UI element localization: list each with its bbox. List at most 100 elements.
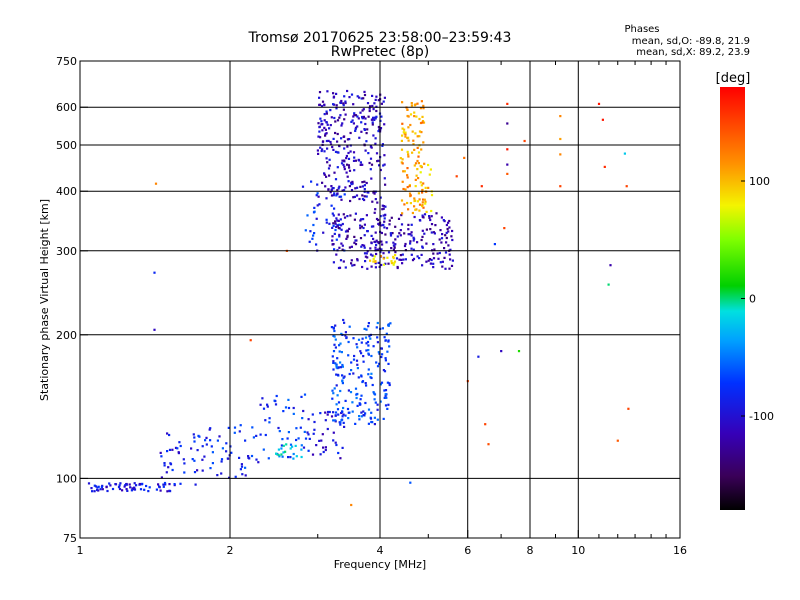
data-point [343, 147, 346, 150]
data-point [171, 468, 174, 472]
data-point [440, 216, 443, 219]
data-point [387, 262, 390, 265]
data-point [384, 394, 387, 397]
data-point [313, 206, 316, 209]
data-point [196, 469, 199, 472]
data-point [393, 260, 397, 263]
data-point [384, 183, 387, 186]
data-point [447, 230, 450, 233]
data-point [389, 232, 392, 235]
data-point [359, 219, 362, 222]
data-point [338, 233, 341, 236]
data-point [413, 115, 416, 118]
data-point [319, 117, 322, 120]
data-point [378, 223, 381, 226]
data-point [351, 401, 354, 404]
data-point [413, 148, 416, 151]
data-point [323, 119, 326, 122]
data-point [376, 408, 379, 411]
data-point [367, 115, 370, 118]
data-point [94, 485, 98, 488]
data-point [344, 331, 347, 334]
data-point [445, 231, 448, 234]
data-point [403, 244, 407, 248]
data-point [363, 327, 366, 330]
data-point [421, 229, 424, 232]
data-point [334, 228, 337, 232]
data-point [559, 137, 562, 141]
data-point [403, 232, 406, 235]
data-point [386, 381, 389, 384]
data-point [396, 235, 399, 238]
data-point [135, 484, 138, 487]
data-point [416, 168, 419, 171]
data-point [409, 113, 413, 116]
data-point [362, 355, 365, 358]
data-point [373, 118, 376, 121]
data-point [393, 261, 396, 265]
data-point [244, 474, 247, 477]
data-point [375, 252, 378, 256]
data-point [163, 464, 166, 467]
data-point [374, 117, 377, 120]
data-point [168, 433, 171, 437]
data-point [441, 233, 444, 236]
data-point [336, 224, 339, 227]
data-point [401, 122, 404, 125]
data-point [131, 487, 134, 490]
y-tick-label: 75 [63, 532, 77, 545]
data-point [397, 217, 401, 220]
data-point [370, 242, 373, 245]
data-point [346, 236, 349, 239]
data-point [280, 453, 283, 456]
data-point [205, 443, 208, 446]
data-point [96, 488, 99, 492]
chart-title: Tromsø 20170625 23:58:00–23:59:43 [248, 30, 512, 46]
data-point [337, 151, 340, 154]
data-point [337, 213, 340, 216]
data-point [421, 246, 424, 249]
data-point [361, 197, 365, 201]
data-point [317, 122, 320, 125]
data-point [382, 207, 385, 210]
data-point [361, 337, 364, 340]
data-point [111, 487, 115, 491]
data-point [410, 247, 413, 250]
data-point [342, 376, 345, 379]
data-point [400, 199, 404, 202]
data-point [421, 264, 424, 267]
data-point [407, 233, 410, 236]
data-point [364, 412, 367, 415]
data-point [385, 241, 388, 244]
data-point [158, 485, 161, 488]
data-point [379, 127, 383, 130]
data-point [321, 100, 325, 103]
data-point [329, 143, 333, 146]
data-point [266, 403, 269, 406]
data-point [418, 257, 421, 260]
data-point [445, 223, 448, 227]
data-point [126, 489, 129, 492]
data-point [409, 233, 412, 236]
data-point [277, 426, 280, 430]
data-point [411, 259, 415, 262]
data-point [339, 342, 342, 345]
data-point [349, 214, 352, 217]
data-point [367, 344, 370, 347]
data-point [362, 218, 365, 221]
data-point [353, 114, 356, 117]
data-point [408, 192, 412, 195]
data-point [340, 332, 343, 335]
data-point [300, 395, 303, 398]
data-point [412, 248, 415, 251]
data-point [336, 249, 339, 252]
data-point [417, 155, 420, 158]
data-point [347, 340, 350, 344]
data-point [374, 266, 377, 269]
data-point [191, 458, 194, 461]
data-point [430, 258, 433, 262]
data-point [363, 188, 366, 191]
data-point [307, 449, 310, 452]
data-point [341, 374, 344, 377]
data-point [335, 403, 338, 406]
